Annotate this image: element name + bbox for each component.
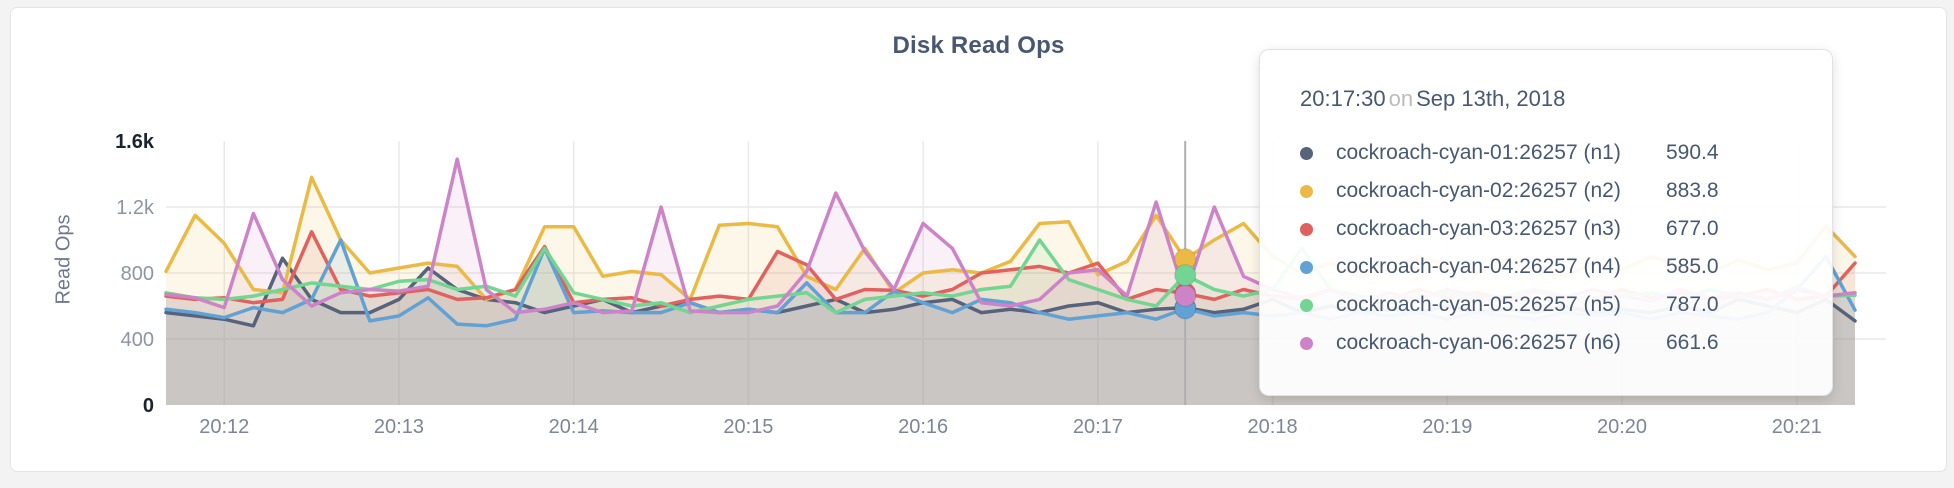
tooltip-row: cockroach-cyan-01:26257 (n1) 590.4 bbox=[1300, 134, 1832, 172]
x-tick-label: 20:13 bbox=[374, 416, 424, 438]
series-name: cockroach-cyan-04:26257 (n4) bbox=[1336, 255, 1621, 278]
hover-point-n5 bbox=[1174, 264, 1197, 287]
x-tick-label: 20:19 bbox=[1422, 416, 1472, 438]
series-color-dot bbox=[1300, 336, 1313, 350]
series-value: 883.8 bbox=[1666, 179, 1719, 202]
tooltip-row: cockroach-cyan-03:26257 (n3) 677.0 bbox=[1300, 210, 1832, 248]
series-value: 787.0 bbox=[1666, 293, 1719, 316]
series-color-dot bbox=[1300, 222, 1313, 236]
y-tick-label: 1.2k bbox=[116, 197, 155, 219]
y-tick-label: 400 bbox=[121, 329, 154, 351]
hover-point-n6 bbox=[1174, 284, 1197, 307]
chart-card: Disk Read Ops Read Ops 1.6k 1.2k 800 400 0 20… bbox=[10, 7, 1947, 472]
series-value: 585.0 bbox=[1666, 255, 1719, 278]
series-color-dot bbox=[1300, 146, 1313, 160]
tooltip-row: cockroach-cyan-04:26257 (n4) 585.0 bbox=[1300, 248, 1832, 286]
series-color-dot bbox=[1300, 260, 1313, 274]
series-name: cockroach-cyan-06:26257 (n6) bbox=[1336, 331, 1621, 354]
tooltip-header: 20:17:30 on Sep 13th, 2018 bbox=[1300, 84, 1832, 114]
x-tick-label: 20:12 bbox=[199, 416, 249, 438]
y-tick-label: 1.6k bbox=[115, 131, 155, 153]
series-value: 677.0 bbox=[1666, 217, 1719, 240]
tooltip-date: Sep 13th, 2018 bbox=[1416, 86, 1566, 111]
x-tick-label: 20:15 bbox=[723, 416, 773, 438]
hover-points bbox=[1174, 248, 1197, 320]
series-name: cockroach-cyan-05:26257 (n5) bbox=[1336, 293, 1621, 316]
tooltip-row: cockroach-cyan-06:26257 (n6) 661.6 bbox=[1300, 324, 1832, 362]
x-tick-label: 20:20 bbox=[1597, 416, 1647, 438]
x-tick-label: 20:21 bbox=[1772, 416, 1822, 438]
series-color-dot bbox=[1300, 298, 1313, 312]
x-tick-label: 20:17 bbox=[1073, 416, 1123, 438]
series-color-dot bbox=[1300, 184, 1313, 198]
x-tick-label: 20:14 bbox=[549, 416, 599, 438]
x-tick-label: 20:18 bbox=[1248, 416, 1298, 438]
series-value: 661.6 bbox=[1666, 331, 1719, 354]
chart-tooltip: 20:17:30 on Sep 13th, 2018 cockroach-cyan-… bbox=[1259, 49, 1833, 396]
tooltip-row: cockroach-cyan-02:26257 (n2) 883.8 bbox=[1300, 172, 1832, 210]
tooltip-on-label: on bbox=[1388, 86, 1414, 111]
tooltip-row: cockroach-cyan-05:26257 (n5) 787.0 bbox=[1300, 286, 1832, 324]
series-name: cockroach-cyan-02:26257 (n2) bbox=[1336, 179, 1621, 202]
chart-title: Disk Read Ops bbox=[892, 32, 1065, 59]
x-axis-ticks: 20:12 20:13 20:14 20:15 20:16 20:17 20:18 20:19… bbox=[199, 416, 1822, 438]
y-tick-label: 0 bbox=[143, 395, 154, 417]
tooltip-time: 20:17:30 bbox=[1300, 86, 1386, 111]
y-axis-ticks: 1.6k 1.2k 800 400 0 bbox=[115, 131, 155, 417]
series-name: cockroach-cyan-03:26257 (n3) bbox=[1336, 217, 1621, 240]
series-value: 590.4 bbox=[1666, 141, 1719, 164]
series-name: cockroach-cyan-01:26257 (n1) bbox=[1336, 141, 1621, 164]
tooltip-rows: cockroach-cyan-01:26257 (n1) 590.4 cockroa… bbox=[1300, 134, 1832, 362]
y-tick-label: 800 bbox=[121, 263, 154, 285]
x-tick-label: 20:16 bbox=[898, 416, 948, 438]
